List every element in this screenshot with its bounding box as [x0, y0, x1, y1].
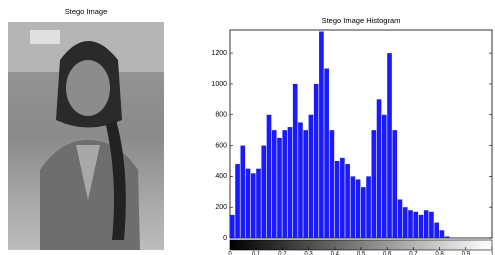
histogram-bar	[261, 146, 266, 238]
y-tick-label: 200	[215, 204, 227, 211]
histogram-bar	[345, 164, 350, 238]
histogram-bar	[351, 176, 356, 238]
x-tick-label: 0.5	[357, 252, 366, 255]
histogram-bar	[371, 130, 376, 238]
x-tick-label: 0.7	[409, 252, 418, 255]
x-tick-label: 0.9	[462, 252, 471, 255]
y-tick-label: 1000	[211, 81, 227, 88]
histogram-bar	[324, 69, 329, 238]
histogram-bar	[377, 99, 382, 238]
histogram-bar	[293, 84, 298, 238]
histogram-bar	[434, 223, 439, 238]
x-tick-label: 0.2	[278, 252, 287, 255]
y-tick-label: 400	[215, 173, 227, 180]
histogram-bar	[288, 127, 293, 238]
histogram-bar	[330, 130, 335, 238]
histogram-bar	[256, 169, 261, 238]
histogram-bar	[309, 115, 314, 238]
histogram-bar	[340, 158, 345, 238]
histogram-bar	[403, 207, 408, 238]
y-tick-label: 800	[215, 112, 227, 119]
histogram-bar	[282, 130, 287, 238]
x-tick-label: 1	[490, 252, 494, 255]
x-tick-label: 0.8	[435, 252, 444, 255]
x-tick-label: 0.4	[331, 252, 340, 255]
stego-photo	[8, 22, 164, 250]
x-tick-label: 0.1	[252, 252, 261, 255]
histogram-bar	[235, 164, 240, 238]
image-title: Stego Image	[65, 7, 108, 16]
histogram-bar	[398, 199, 403, 238]
histogram-bar	[251, 173, 256, 238]
histogram-bar	[445, 236, 450, 238]
histogram-bar	[429, 212, 434, 238]
histogram-bar	[303, 130, 308, 238]
histogram-bar	[382, 115, 387, 238]
chart-title: Stego Image Histogram	[322, 16, 401, 25]
histogram-bar	[314, 84, 319, 238]
histogram-bar	[277, 138, 282, 238]
histogram-bar	[335, 161, 340, 238]
histogram-bar	[408, 210, 413, 238]
histogram-bar	[361, 187, 366, 238]
x-tick-label: 0.6	[383, 252, 392, 255]
histogram-bar	[240, 146, 245, 238]
y-tick-label: 600	[215, 142, 227, 149]
histogram-bar	[230, 215, 235, 238]
histogram-bar	[366, 176, 371, 238]
x-tick-label: 0.3	[304, 252, 313, 255]
x-tick-label: 0	[228, 252, 232, 255]
histogram-bar	[392, 130, 397, 238]
histogram-bar	[413, 212, 418, 238]
page: {"image_panel": {"title": "Stego Image"}…	[0, 0, 495, 255]
histogram-bar	[246, 169, 251, 238]
histogram-bar	[419, 215, 424, 238]
screen: Stego Image Stego Image Histogram 0 200 40…	[0, 0, 495, 255]
histogram-bar	[387, 53, 392, 238]
histogram-bar	[440, 230, 445, 238]
histogram-bar	[356, 179, 361, 238]
y-tick-label: 1200	[211, 50, 227, 57]
histogram-bar	[319, 32, 324, 238]
histogram-bar	[272, 130, 277, 238]
y-tick-label: 0	[223, 235, 227, 242]
histogram-bar	[267, 115, 272, 238]
histogram-bar	[298, 122, 303, 238]
histogram-bar	[424, 210, 429, 238]
